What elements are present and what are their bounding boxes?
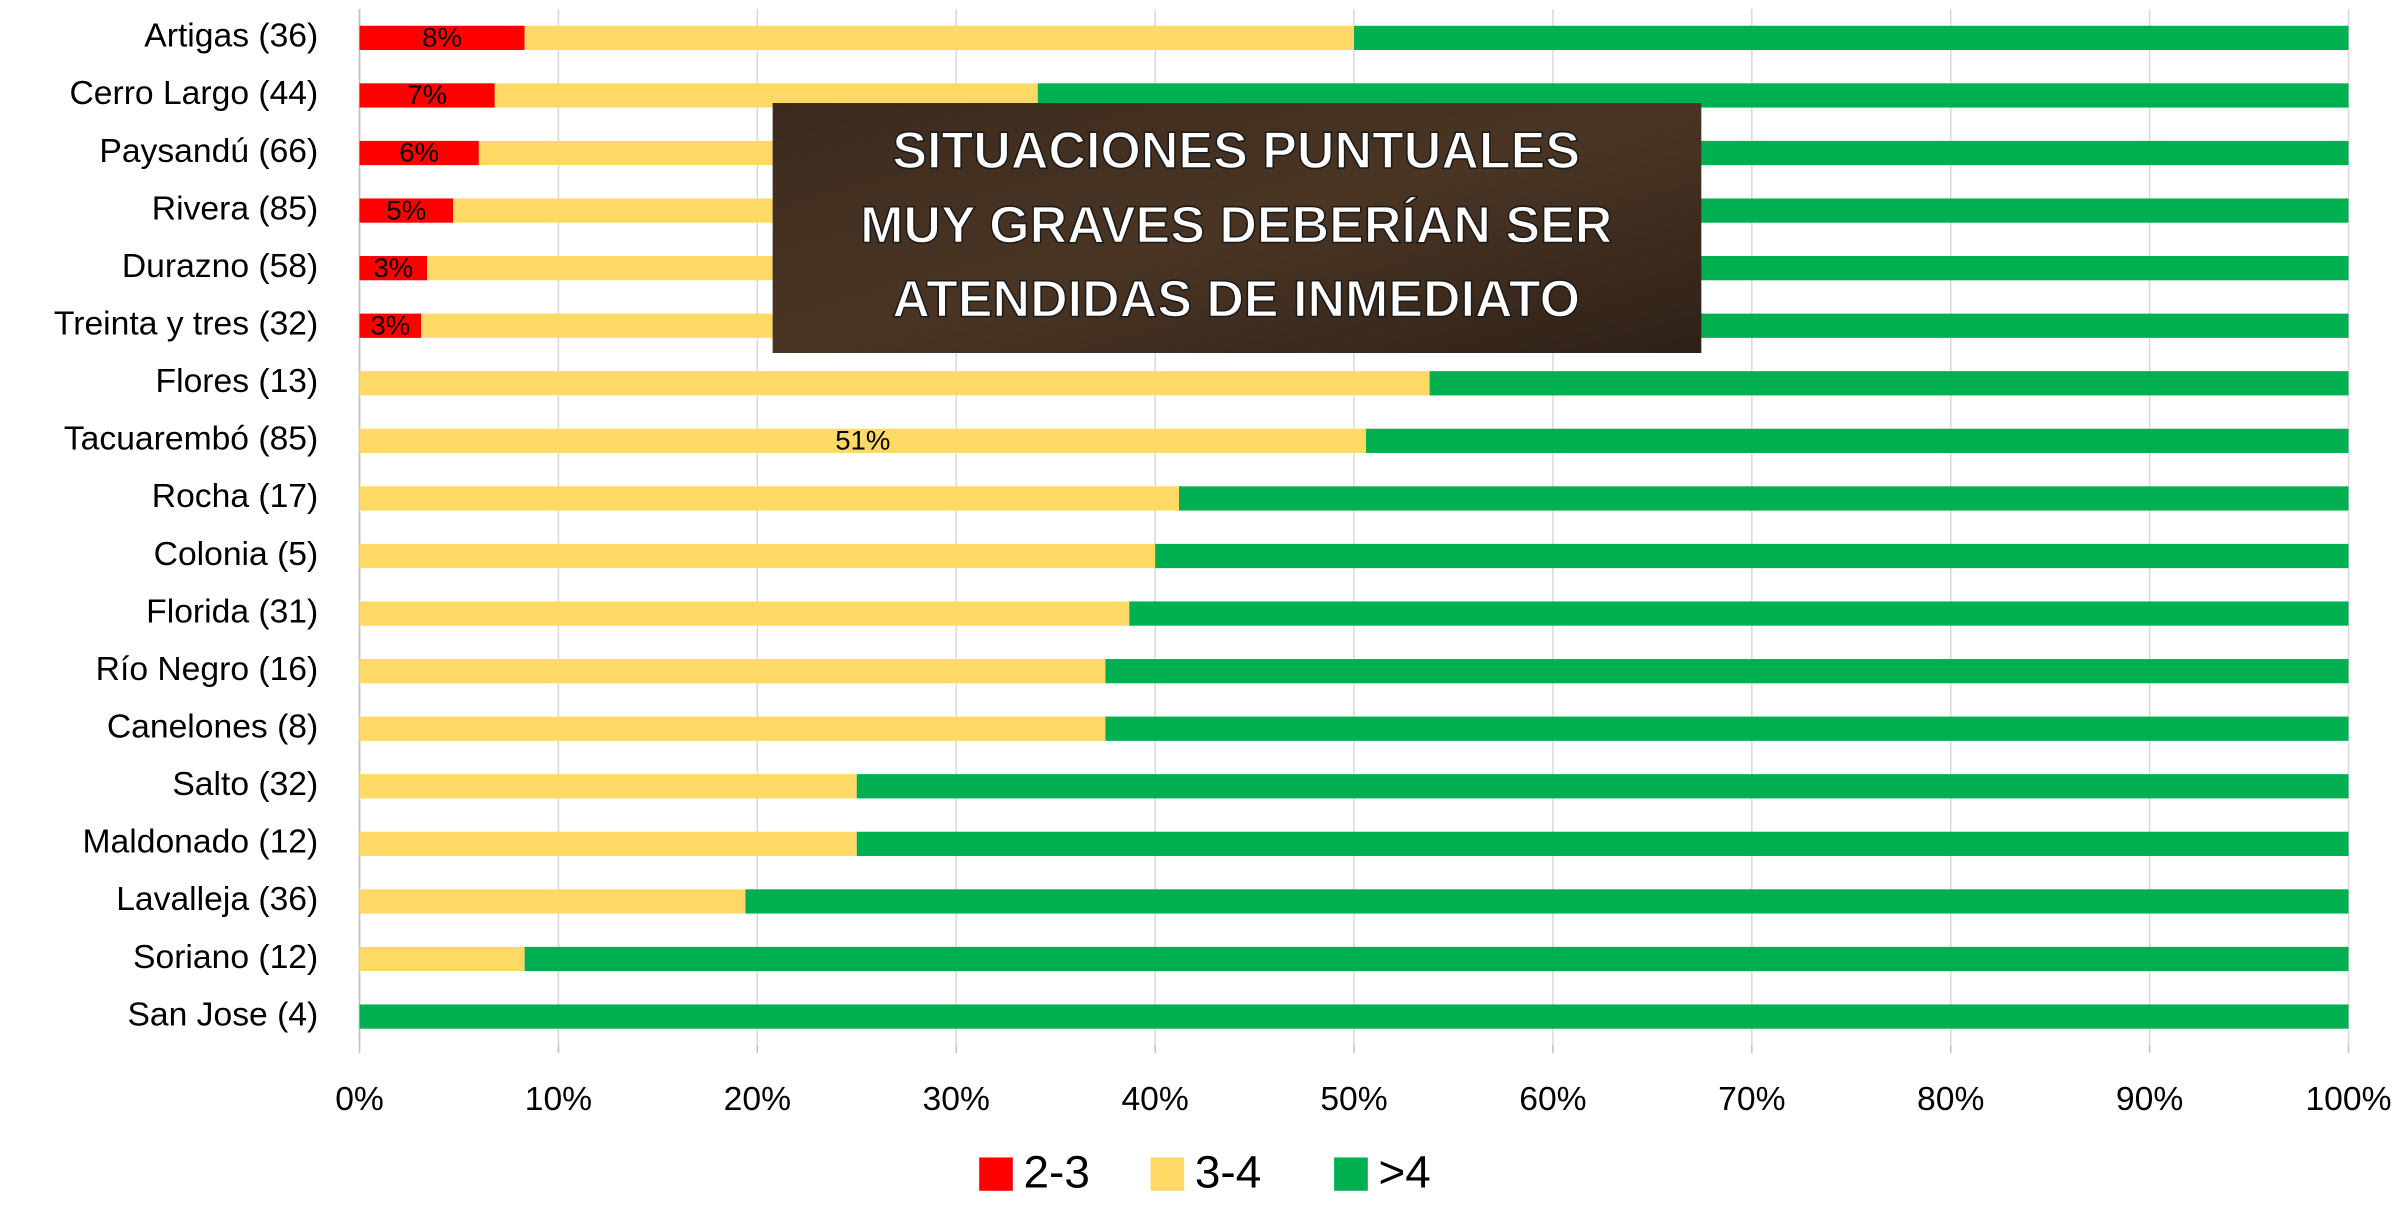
y-tick-label: Florida (31): [146, 594, 318, 631]
x-tick-label: 80%: [1917, 1081, 1984, 1118]
y-tick-label: Cerro Largo (44): [69, 75, 318, 112]
bar-segment: [359, 601, 1130, 626]
y-tick-label: Rivera (85): [152, 191, 318, 228]
legend-swatch: [1150, 1157, 1185, 1191]
bar-segment: [359, 831, 857, 856]
y-tick-label: Flores (13): [156, 363, 319, 400]
bar-segment: [359, 946, 525, 972]
x-tick-label: 20%: [724, 1081, 791, 1118]
annotation-box: SITUACIONES PUNTUALES MUY GRAVES DEBERÍAN…: [772, 103, 1702, 353]
y-tick-label: Durazno (58): [122, 248, 318, 285]
legend-label: >4: [1379, 1147, 1431, 1198]
bar-segment: [359, 659, 1106, 684]
data-label: 51%: [835, 425, 890, 456]
annotation-text: MUY GRAVES DEBERÍAN SER: [860, 196, 1612, 254]
data-label: 6%: [399, 137, 439, 168]
data-label: 8%: [422, 22, 462, 53]
bar-segment: [359, 198, 454, 223]
x-tick-label: 90%: [2116, 1081, 2183, 1118]
bar-segment: [1354, 25, 2349, 50]
bar-segment: [359, 371, 1430, 396]
y-tick-label: Río Negro (16): [96, 651, 319, 688]
y-tick-label: Soriano (12): [133, 939, 318, 976]
legend-label: 3-4: [1195, 1147, 1261, 1198]
bar-segment: [359, 889, 746, 914]
bar-segment: [1105, 716, 2349, 741]
data-label: 3%: [370, 310, 410, 341]
bar-segment: [1178, 486, 2349, 511]
x-tick-label: 40%: [1121, 1081, 1188, 1118]
legend-swatch: [979, 1157, 1013, 1191]
data-label: 3%: [373, 252, 413, 283]
bar-segment: [359, 25, 525, 50]
bar-segment: [359, 428, 1366, 453]
bar-segment: [359, 716, 1106, 741]
legend-label: 2-3: [1024, 1147, 1090, 1198]
y-tick-label: Artigas (36): [144, 18, 318, 55]
y-tick-label: Treinta y tres (32): [54, 306, 318, 343]
y-tick-label: Colonia (5): [154, 536, 319, 573]
bar-segment: [359, 543, 1156, 569]
x-tick-label: 30%: [923, 1081, 990, 1118]
bar-segment: [359, 83, 495, 108]
bar-segment: [1105, 659, 2349, 684]
bar-segment: [524, 946, 2349, 972]
y-tick-label: Paysandú (66): [99, 133, 318, 170]
bar-segment: [1129, 601, 2349, 626]
data-label: 5%: [386, 194, 426, 225]
annotation-background: [772, 103, 1702, 353]
x-tick-label: 70%: [1718, 1081, 1785, 1118]
y-tick-label: Maldonado (12): [83, 824, 319, 861]
bar-segment: [1365, 428, 2349, 453]
bar-segment: [745, 889, 2349, 914]
bar-segment: [359, 140, 479, 166]
bar-segment: [359, 1004, 2349, 1029]
y-tick-label: Salto (32): [172, 766, 318, 803]
x-tick-label: 0%: [335, 1081, 384, 1118]
y-tick-label: Rocha (17): [152, 478, 318, 515]
y-tick-label: San Jose (4): [127, 997, 318, 1034]
bar-segment: [856, 831, 2349, 856]
y-tick-label: Tacuarembó (85): [64, 421, 318, 458]
bar-segment: [359, 774, 857, 799]
legend: 2-3 3-4 >4: [979, 1147, 1431, 1198]
x-tick-label: 100%: [2305, 1081, 2391, 1118]
bar-segment: [1155, 543, 2349, 569]
x-tick-label: 10%: [525, 1081, 592, 1118]
bar-segment: [359, 486, 1179, 511]
annotation-text: SITUACIONES PUNTUALES: [892, 121, 1580, 179]
legend-swatch: [1334, 1157, 1368, 1191]
y-tick-label: Canelones (8): [107, 709, 318, 746]
annotation-text: ATENDIDAS DE INMEDIATO: [892, 270, 1580, 328]
bar-segment: [359, 313, 422, 338]
y-tick-label: Lavalleja (36): [116, 881, 318, 918]
bar-segment: [1429, 371, 2349, 396]
bar-segment: [856, 774, 2349, 799]
bar-segment: [359, 256, 428, 281]
x-tick-label: 50%: [1320, 1081, 1387, 1118]
x-tick-label: 60%: [1519, 1081, 1586, 1118]
bar-segment: [524, 25, 1355, 50]
data-label: 7%: [407, 79, 447, 110]
